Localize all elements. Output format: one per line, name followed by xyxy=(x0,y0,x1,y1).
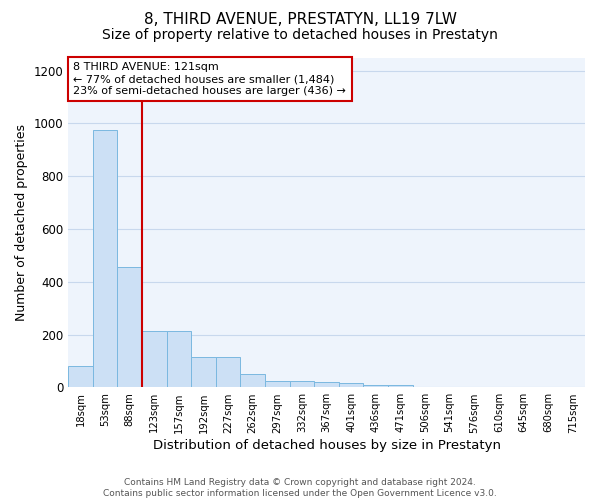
Bar xyxy=(68,366,93,388)
Bar xyxy=(314,382,339,388)
Y-axis label: Number of detached properties: Number of detached properties xyxy=(15,124,28,321)
Text: Contains HM Land Registry data © Crown copyright and database right 2024.
Contai: Contains HM Land Registry data © Crown c… xyxy=(103,478,497,498)
Text: 8 THIRD AVENUE: 121sqm
← 77% of detached houses are smaller (1,484)
23% of semi-: 8 THIRD AVENUE: 121sqm ← 77% of detached… xyxy=(73,62,346,96)
Bar xyxy=(339,384,364,388)
Bar xyxy=(191,357,216,388)
Bar xyxy=(118,268,142,388)
Bar xyxy=(364,384,388,388)
Bar xyxy=(388,384,413,388)
Text: 8, THIRD AVENUE, PRESTATYN, LL19 7LW: 8, THIRD AVENUE, PRESTATYN, LL19 7LW xyxy=(143,12,457,28)
Bar xyxy=(241,374,265,388)
Bar xyxy=(167,330,191,388)
Bar xyxy=(142,330,167,388)
X-axis label: Distribution of detached houses by size in Prestatyn: Distribution of detached houses by size … xyxy=(152,440,500,452)
Bar xyxy=(290,380,314,388)
Bar xyxy=(265,380,290,388)
Text: Size of property relative to detached houses in Prestatyn: Size of property relative to detached ho… xyxy=(102,28,498,42)
Bar xyxy=(93,130,118,388)
Bar xyxy=(216,357,241,388)
